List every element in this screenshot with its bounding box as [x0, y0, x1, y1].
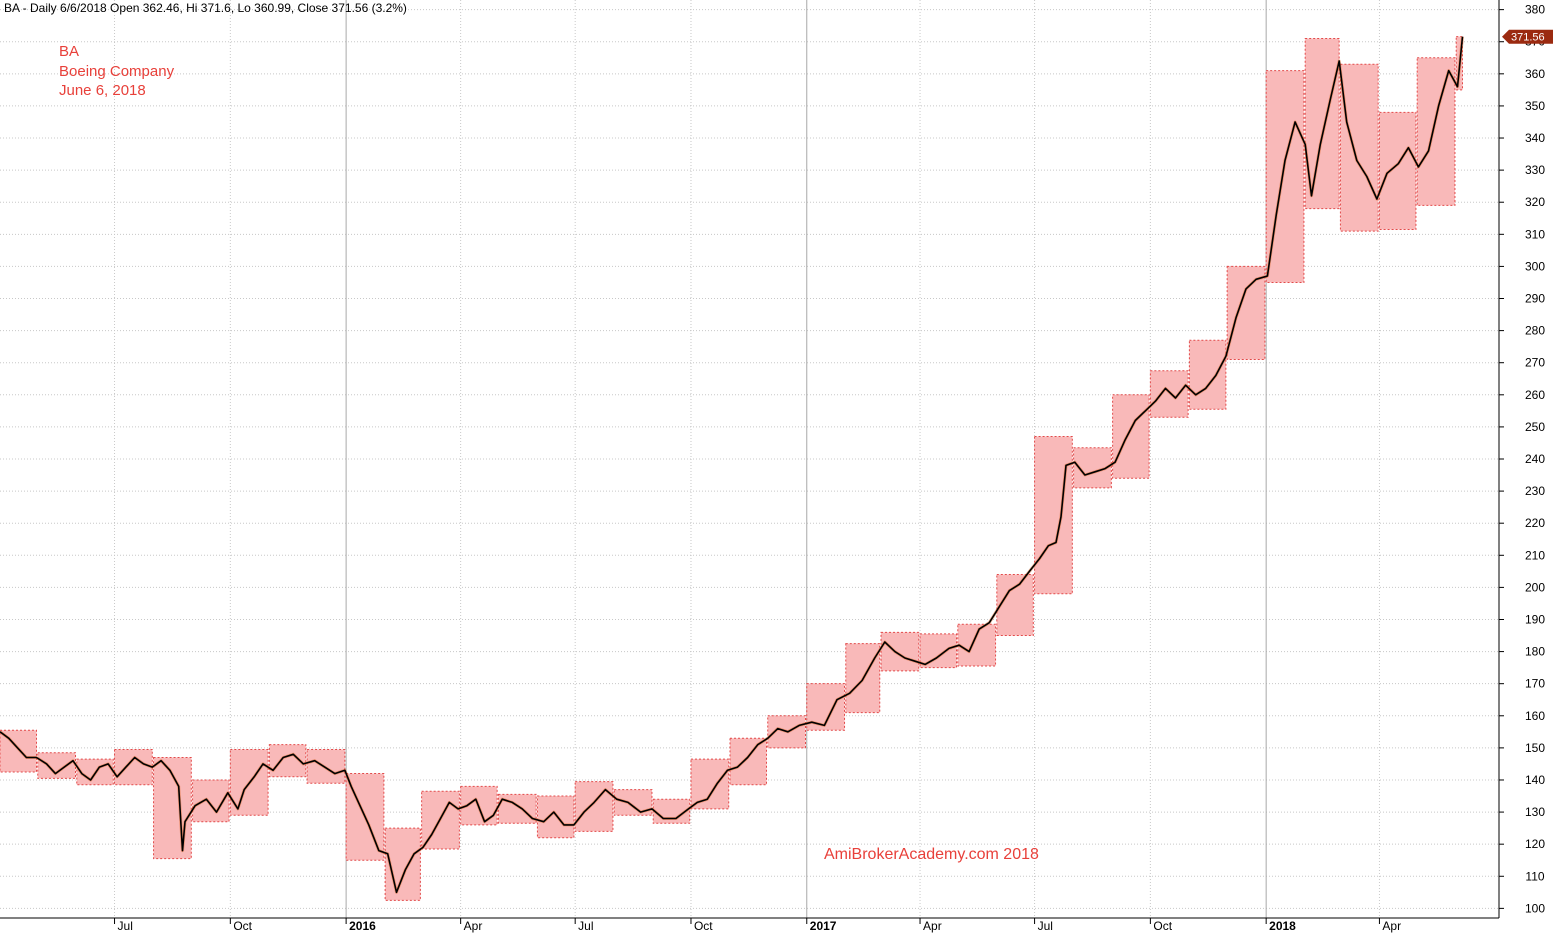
y-tick-label: 350 [1525, 99, 1545, 113]
y-tick-label: 360 [1525, 67, 1545, 81]
x-tick-label: 2017 [810, 919, 837, 933]
watermark: AmiBrokerAcademy.com 2018 [824, 846, 1039, 863]
x-tick-label: Oct [694, 919, 713, 933]
symbol-label: BA [59, 43, 80, 60]
last-price-tag-shape [1502, 29, 1553, 44]
y-tick-label: 160 [1525, 709, 1545, 723]
range-box [574, 781, 614, 832]
x-tick-label: 2016 [349, 919, 376, 933]
range-box [1226, 265, 1266, 360]
y-tick-label: 320 [1525, 195, 1545, 209]
y-tick-label: 170 [1525, 677, 1545, 691]
range-box [1378, 111, 1417, 230]
x-tick-label: 2018 [1269, 919, 1296, 933]
range-box [996, 574, 1034, 637]
x-tick-label: Apr [923, 919, 942, 933]
y-tick-label: 290 [1525, 292, 1545, 306]
price-line [0, 36, 1464, 894]
y-tick-label: 240 [1525, 452, 1545, 466]
chart-date: June 6, 2018 [59, 82, 146, 99]
range-box [1112, 394, 1150, 479]
y-tick-label: 380 [1525, 3, 1545, 17]
last-price-label: 371.56 [1511, 32, 1545, 44]
y-tick-label: 110 [1525, 869, 1544, 883]
y-tick-label: 120 [1525, 837, 1545, 851]
x-tick-label: Jul [1038, 919, 1053, 933]
y-tick-label: 200 [1525, 580, 1545, 594]
y-tick-label: 330 [1525, 163, 1545, 177]
range-box [880, 631, 920, 672]
range-box [690, 758, 730, 810]
y-axis-ticks: 100 110 120 130 140 150 160 170 180 190 200 210 220 2… [1499, 3, 1545, 915]
last-price-tag: 371.56 [1502, 29, 1553, 44]
range-box [1339, 63, 1379, 232]
x-tick-label: Oct [233, 919, 252, 933]
x-tick-label: Apr [464, 919, 483, 933]
y-tick-label: 210 [1525, 548, 1545, 562]
y-tick-label: 340 [1525, 131, 1545, 145]
chart-header: BA - Daily 6/6/2018 Open 362.46, Hi 371.… [4, 1, 407, 15]
y-tick-label: 190 [1525, 612, 1545, 626]
y-tick-label: 260 [1525, 388, 1545, 402]
y-tick-label: 130 [1525, 805, 1545, 819]
range-box [1188, 339, 1227, 410]
x-tick-label: Apr [1382, 919, 1401, 933]
y-tick-label: 310 [1525, 227, 1545, 241]
x-tick-label: Jul [118, 919, 133, 933]
range-box [919, 633, 958, 669]
y-tick-label: 100 [1525, 901, 1545, 915]
y-tick-label: 140 [1525, 773, 1545, 787]
y-tick-label: 230 [1525, 484, 1545, 498]
y-tick-label: 150 [1525, 741, 1545, 755]
range-box [114, 748, 153, 786]
y-tick-label: 270 [1525, 356, 1545, 370]
range-box [1034, 436, 1073, 595]
x-tick-label: Oct [1153, 919, 1172, 933]
price-series [0, 36, 1464, 894]
company-name: Boeing Company [59, 63, 175, 80]
y-tick-label: 180 [1525, 645, 1545, 659]
range-box [1416, 57, 1456, 206]
x-tick-label: Jul [578, 919, 593, 933]
x-axis-ticks: Jul Oct 2016 Apr Jul Oct 2017 Apr Jul Oct 2018 Apr [114, 918, 1401, 933]
y-tick-label: 280 [1525, 324, 1545, 338]
range-box [957, 623, 997, 667]
y-tick-label: 250 [1525, 420, 1545, 434]
y-tick-label: 220 [1525, 516, 1545, 530]
range-box [729, 737, 767, 786]
y-tick-label: 300 [1525, 259, 1545, 273]
